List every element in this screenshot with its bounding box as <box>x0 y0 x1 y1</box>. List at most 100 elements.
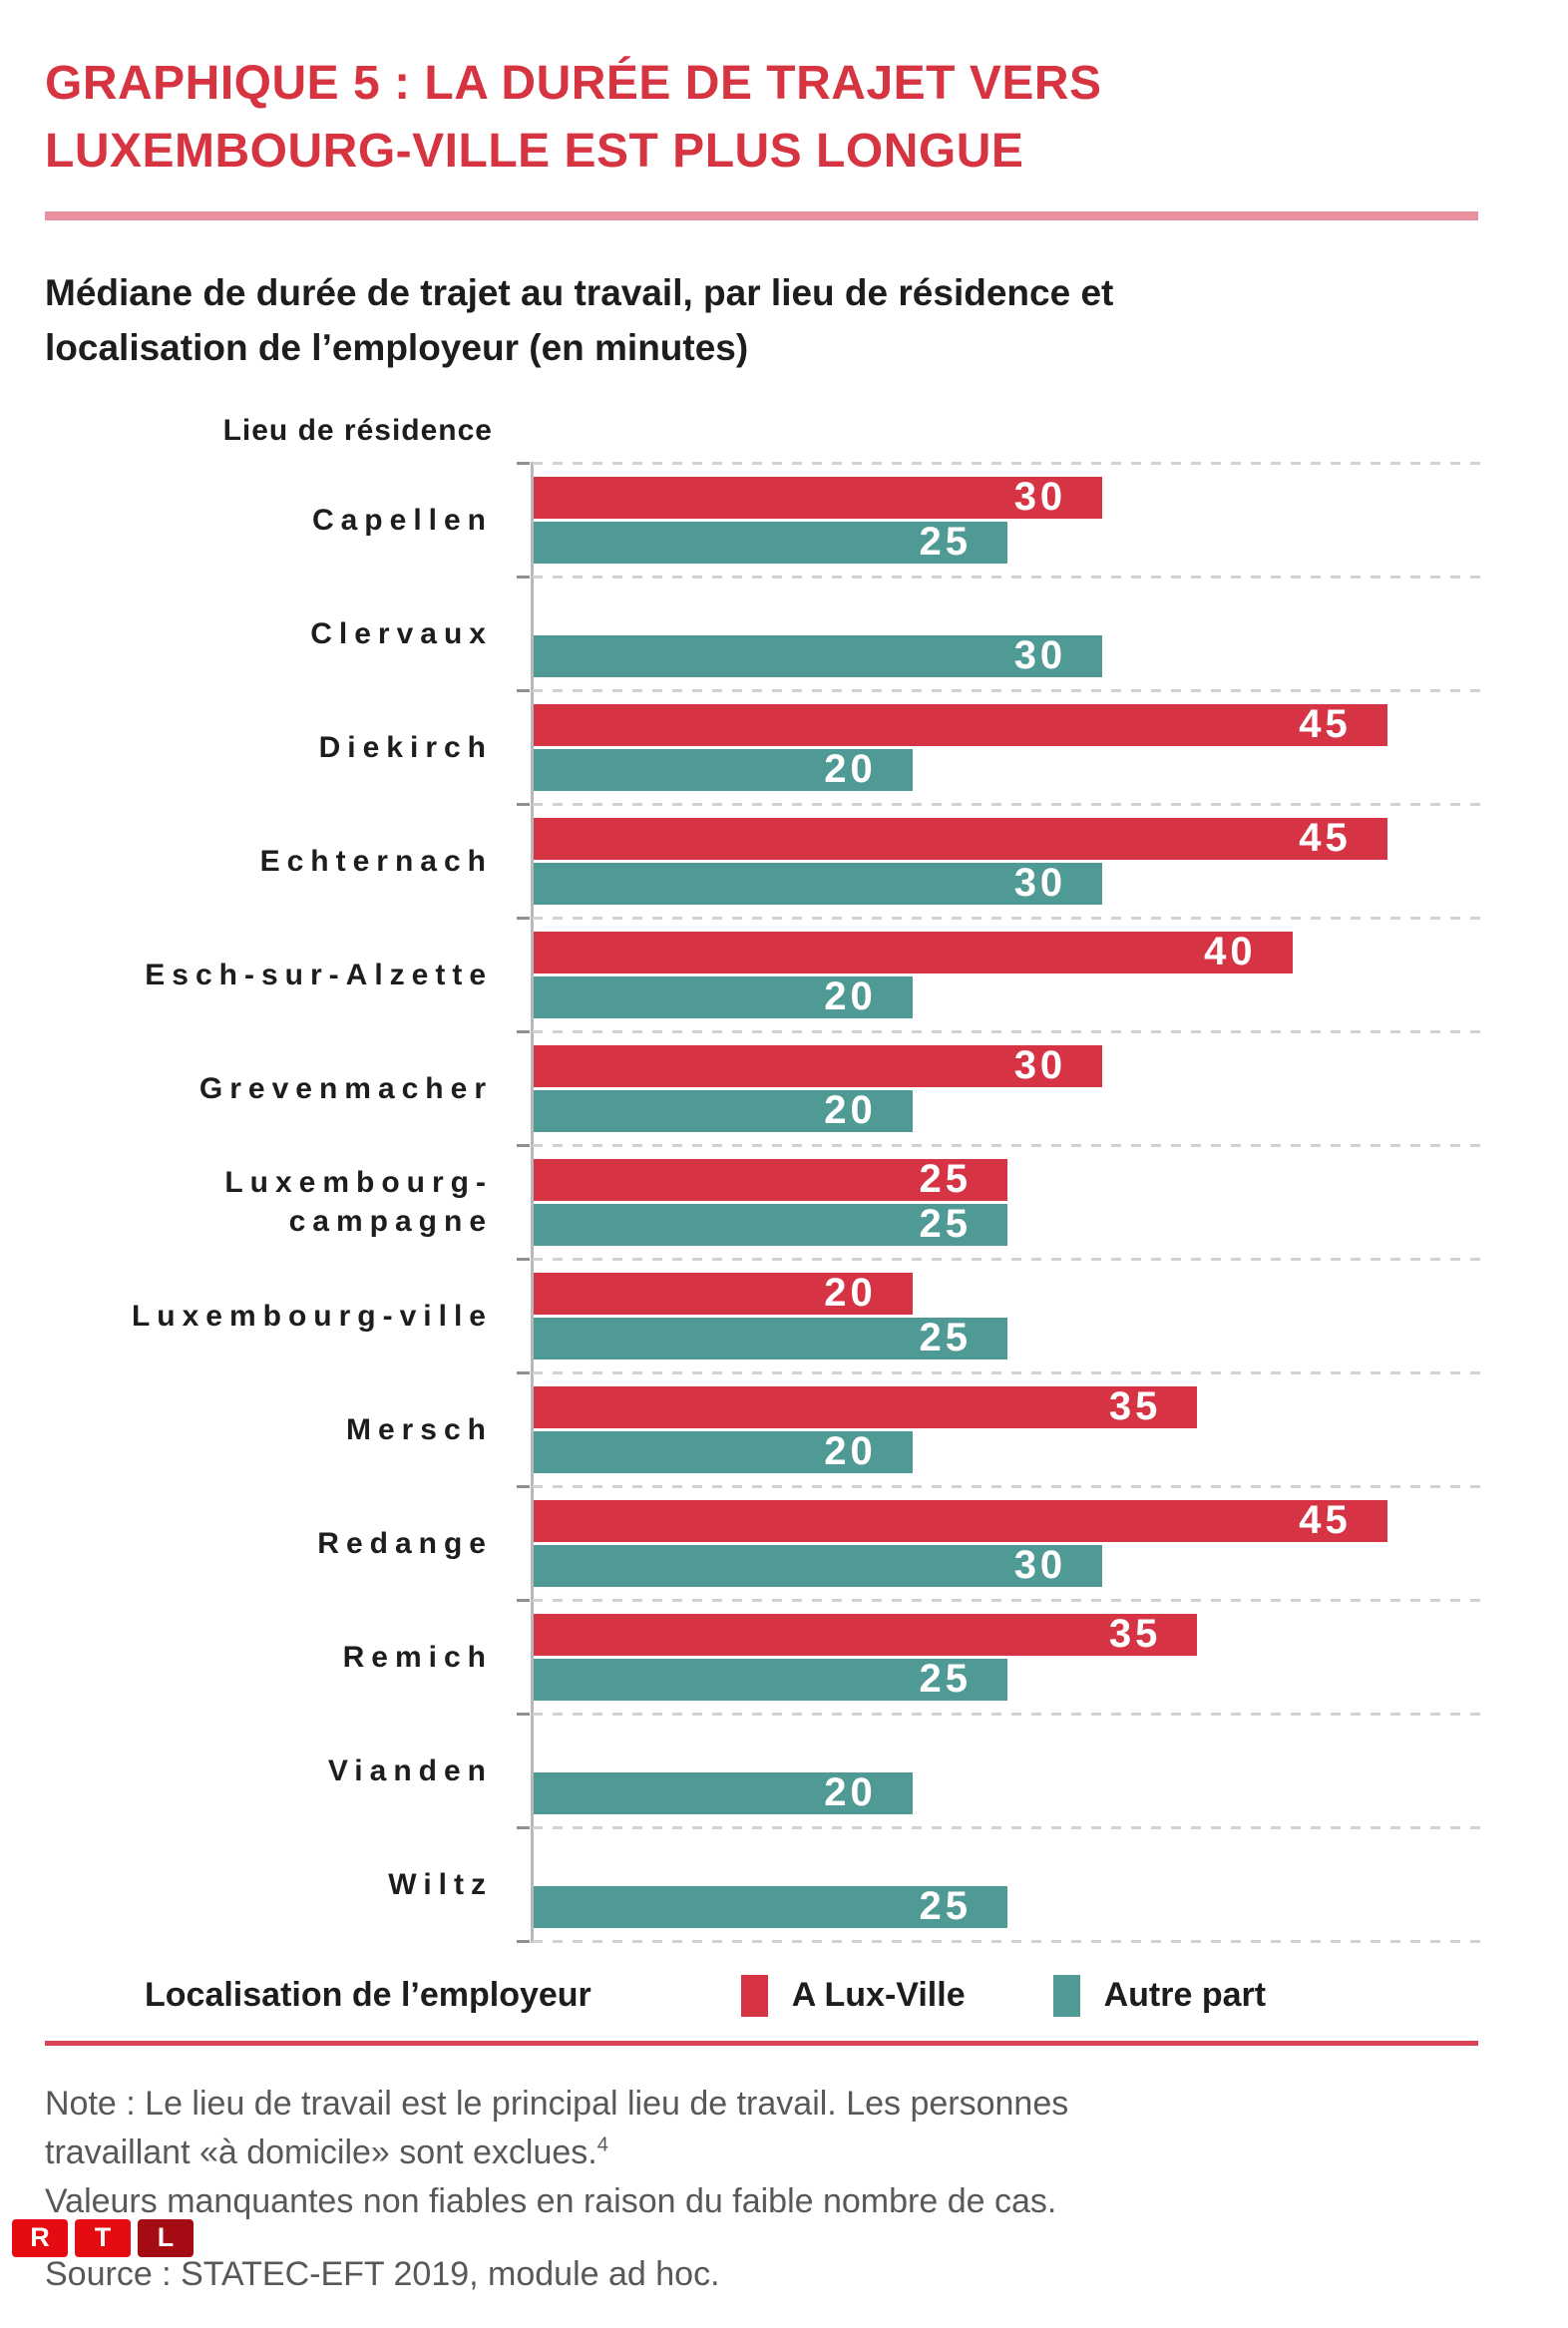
row-bars: 30 25 <box>533 465 1482 576</box>
pink-divider-line <box>45 211 1478 221</box>
bar-autre-part: 25 <box>533 1202 1007 1247</box>
bar-value-label: 35 <box>1108 1612 1162 1657</box>
bar-value-label: 40 <box>1204 930 1257 974</box>
bar-autre-part: 30 <box>533 861 1103 906</box>
row-bars: 35 25 <box>533 1602 1482 1713</box>
row-bars: 45 20 <box>533 692 1482 803</box>
note-line2: travaillant «à domicile» sont exclues. <box>45 2134 597 2172</box>
footnote-marker: 4 <box>596 2134 608 2156</box>
bar-value-label: 20 <box>824 974 877 1019</box>
category-label: Mersch <box>345 1412 493 1446</box>
legend: Localisation de l’employeur A Lux-Ville … <box>45 1971 1523 2021</box>
chart-row: Redange 45 30 <box>45 1488 1482 1599</box>
bar-value-label: 30 <box>1013 861 1067 906</box>
note-line1: Note : Le lieu de travail est le princip… <box>45 2084 1069 2123</box>
rtl-logo-letter-l: L <box>138 2218 194 2257</box>
bar-value-label: 25 <box>919 520 972 565</box>
bar-chart: Capellen 30 25 Clervaux 30 Diekirch 45 20 Echter… <box>45 461 1482 1943</box>
category-separator-gridline <box>517 1257 1482 1261</box>
chart-subtitle: Médiane de durée de trajet au travail, p… <box>45 266 1508 376</box>
row-bars: 40 20 <box>533 920 1482 1030</box>
category-separator-gridline <box>517 1712 1482 1716</box>
category-separator-gridline <box>517 1939 1482 1943</box>
category-separator-gridline <box>517 575 1482 579</box>
bar-value-label: 30 <box>1013 1043 1067 1088</box>
chart-row: Remich 35 25 <box>45 1602 1482 1713</box>
bar-autre-part: 30 <box>533 1543 1103 1587</box>
category-label: Echternach <box>259 844 493 878</box>
bar-a-lux-ville: 35 <box>533 1612 1198 1657</box>
row-bars: 30 20 <box>533 1033 1482 1144</box>
category-separator-gridline <box>517 1143 1482 1147</box>
legend-label-autre-part: Autre part <box>1103 1976 1267 2015</box>
chart-row: Luxembourg-ville 20 25 <box>45 1261 1482 1371</box>
row-bars: 30 <box>533 579 1482 689</box>
bar-value-label: 30 <box>1013 633 1067 678</box>
chart-row: Grevenmacher 30 20 <box>45 1033 1482 1144</box>
y-axis-line <box>531 461 534 1943</box>
bar-a-lux-ville: 35 <box>533 1384 1198 1429</box>
category-label: Vianden <box>327 1753 493 1787</box>
category-label: Wiltz <box>388 1867 493 1901</box>
bar-value-label: 45 <box>1299 702 1352 747</box>
bar-autre-part: 20 <box>533 747 913 791</box>
bar-a-lux-ville: 25 <box>533 1157 1007 1202</box>
chart-row: Wiltz 25 <box>45 1829 1482 1940</box>
red-divider-line <box>45 2040 1478 2046</box>
legend-swatch-lux-ville <box>740 1974 768 2017</box>
chart-row: Capellen 30 25 <box>45 465 1482 576</box>
chart-title-line2: LUXEMBOURG-VILLE EST PLUS LONGUE <box>45 125 1024 179</box>
category-label: Capellen <box>311 503 493 537</box>
category-separator-gridline <box>517 1484 1482 1488</box>
note-missing-values: Valeurs manquantes non fiables en raison… <box>45 2182 1057 2221</box>
bar-a-lux-ville: 30 <box>533 475 1103 520</box>
category-separator-gridline <box>517 1029 1482 1033</box>
bar-a-lux-ville: 45 <box>533 702 1387 747</box>
category-separator-gridline <box>517 688 1482 692</box>
bar-value-label: 25 <box>919 1657 972 1702</box>
bar-autre-part: 30 <box>533 633 1103 678</box>
source-text: Source : STATEC-EFT 2019, module ad hoc. <box>45 2254 720 2293</box>
bar-value-label: 30 <box>1013 475 1067 520</box>
chart-row: Esch-sur-Alzette 40 20 <box>45 920 1482 1030</box>
category-label: Remich <box>342 1640 493 1674</box>
row-bars: 20 <box>533 1716 1482 1826</box>
bar-value-label: 35 <box>1108 1384 1162 1429</box>
bar-value-label: 25 <box>919 1884 972 1929</box>
bar-autre-part: 25 <box>533 1884 1007 1929</box>
legend-title: Localisation de l’employeur <box>145 1976 591 2015</box>
footnotes: Note : Le lieu de travail est le princip… <box>45 2080 1508 2227</box>
bar-value-label: 20 <box>824 1429 877 1474</box>
category-label: Grevenmacher <box>198 1071 493 1105</box>
chart-title: GRAPHIQUE 5 : LA DURÉE DE TRAJET VERS LU… <box>45 50 1508 186</box>
category-label: Luxembourg- campagne <box>224 1166 493 1239</box>
category-separator-gridline <box>517 1370 1482 1374</box>
bar-a-lux-ville: 20 <box>533 1271 913 1316</box>
bar-a-lux-ville: 45 <box>533 816 1387 860</box>
category-separator-gridline <box>517 916 1482 920</box>
row-bars: 45 30 <box>533 1488 1482 1599</box>
chart-row: Clervaux 30 <box>45 579 1482 689</box>
bar-autre-part: 25 <box>533 1316 1007 1359</box>
chart-row: Vianden 20 <box>45 1716 1482 1826</box>
category-label: Luxembourg-ville <box>131 1299 493 1333</box>
chart-row: Diekirch 45 20 <box>45 692 1482 803</box>
row-bars: 25 <box>533 1829 1482 1940</box>
legend-label-lux-ville: A Lux-Ville <box>791 1976 966 2015</box>
bar-a-lux-ville: 45 <box>533 1498 1387 1542</box>
category-label: Clervaux <box>310 616 493 650</box>
chart-row: Echternach 45 30 <box>45 806 1482 917</box>
chart-row: Mersch 35 20 <box>45 1374 1482 1485</box>
legend-swatch-autre-part <box>1052 1974 1080 2017</box>
bar-autre-part: 20 <box>533 1429 913 1474</box>
bar-value-label: 20 <box>824 1271 877 1316</box>
bar-value-label: 20 <box>824 1088 877 1133</box>
bar-value-label: 25 <box>919 1157 972 1202</box>
y-axis-title: Lieu de résidence <box>222 413 493 447</box>
bar-autre-part: 20 <box>533 1088 913 1133</box>
chart-row: Luxembourg- campagne 25 25 <box>45 1147 1482 1258</box>
chart-title-line1: GRAPHIQUE 5 : LA DURÉE DE TRAJET VERS <box>45 57 1102 110</box>
category-label: Redange <box>317 1526 493 1560</box>
bar-value-label: 25 <box>919 1202 972 1247</box>
category-separator-gridline <box>517 461 1482 465</box>
